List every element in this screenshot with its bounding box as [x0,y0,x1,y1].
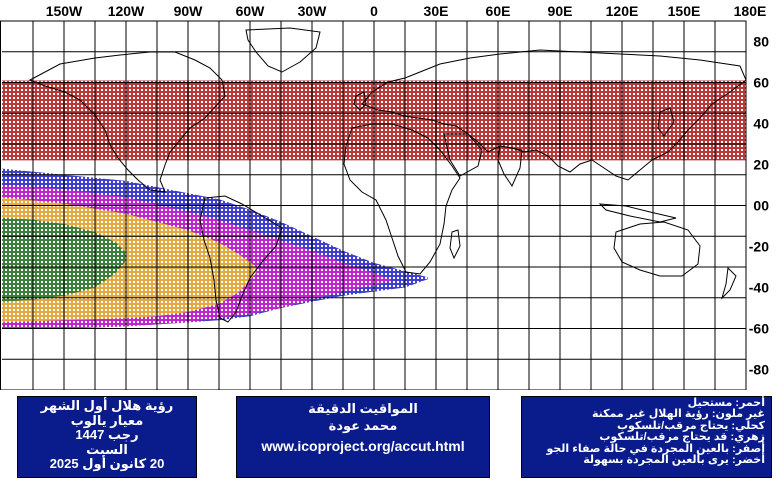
lon-label: 30W [298,3,328,19]
lat-label: -40 [749,280,769,296]
legend-magenta: زهري: قد يحتاج مرقب/تلسكوب [599,431,765,444]
criterion-line: معيار يالوب [70,412,144,428]
lat-label: 80 [753,34,769,50]
lon-label: 120W [108,3,145,19]
australia-outline [613,221,701,277]
title-panel: رؤية هلال أول الشهر معيار يالوب رجب 1447… [17,396,197,478]
legend-panel: أحمر: مستحيل غير ملون: رؤية الهلال غير م… [521,396,772,478]
lon-label: 60E [486,3,511,19]
title-line: رؤية هلال أول الشهر [40,398,174,413]
weekday-line: السبت [86,441,128,457]
greenland-outline [245,27,321,73]
lat-label: -20 [749,239,769,255]
south-america-outline [199,195,283,323]
indonesia-outline [598,203,677,223]
lat-label: 40 [753,116,769,132]
legend-blue: كحلي: يحتاج مرقب/تلسكوب [616,419,765,432]
website-link[interactable]: www.icoproject.org/accut.html [261,438,465,454]
credit-panel: المواقيت الدقيقة محمد عودة www.icoprojec… [236,396,490,478]
lon-label: 60W [236,3,266,19]
lon-label: 150W [46,3,83,19]
lon-label: 0 [370,3,378,19]
africa-outline [343,123,461,275]
longitude-labels: 150W 120W 90W 60W 30W 0 30E 60E 90E 120E 150E 180E [46,3,767,19]
lon-label: 150E [668,3,701,19]
lat-label: 60 [753,75,769,91]
lon-label: 90W [174,3,204,19]
legend-yellow: أصفر: بالعين المجردة في حالة صفاء الجو [546,442,765,455]
lon-label: 120E [606,3,639,19]
arabia-outline [443,133,483,177]
latitude-labels: 80 60 40 20 00 -20 -40 -60 -80 [749,34,769,378]
credit-line: المواقيت الدقيقة [308,401,418,416]
lat-label: 20 [753,157,769,173]
lat-lon-grid [2,21,746,390]
visibility-map: 150W 120W 90W 60W 30W 0 30E 60E 90E 120E 150E 180E … [0,3,769,390]
japan-outline [657,107,675,137]
lat-label: -60 [749,321,769,337]
legend-red: أحمر: مستحيل [687,397,765,409]
madagascar-outline [449,229,461,260]
lon-label: 90E [548,3,573,19]
world-map-svg: 150W 120W 90W 60W 30W 0 30E 60E 90E 120E 150E 180E … [0,3,769,390]
map-frame [0,20,747,390]
legend-uncolored: غير ملون: رؤية الهلال غير ممكنة [592,408,765,421]
lon-label: 180E [734,3,767,19]
legend-green: أخضر: يرى بالعين المجردة بسهولة [583,454,765,467]
author-line: محمد عودة [328,418,398,433]
lat-label: 00 [753,198,769,214]
hijri-month-line: رجب 1447 [75,427,139,442]
gregorian-date-line: 20 كانون أول 2025 [49,456,165,471]
new-zealand-outline [720,266,737,300]
uk-outline [353,91,367,111]
lon-label: 30E [424,3,449,19]
lat-label: -80 [749,362,769,378]
